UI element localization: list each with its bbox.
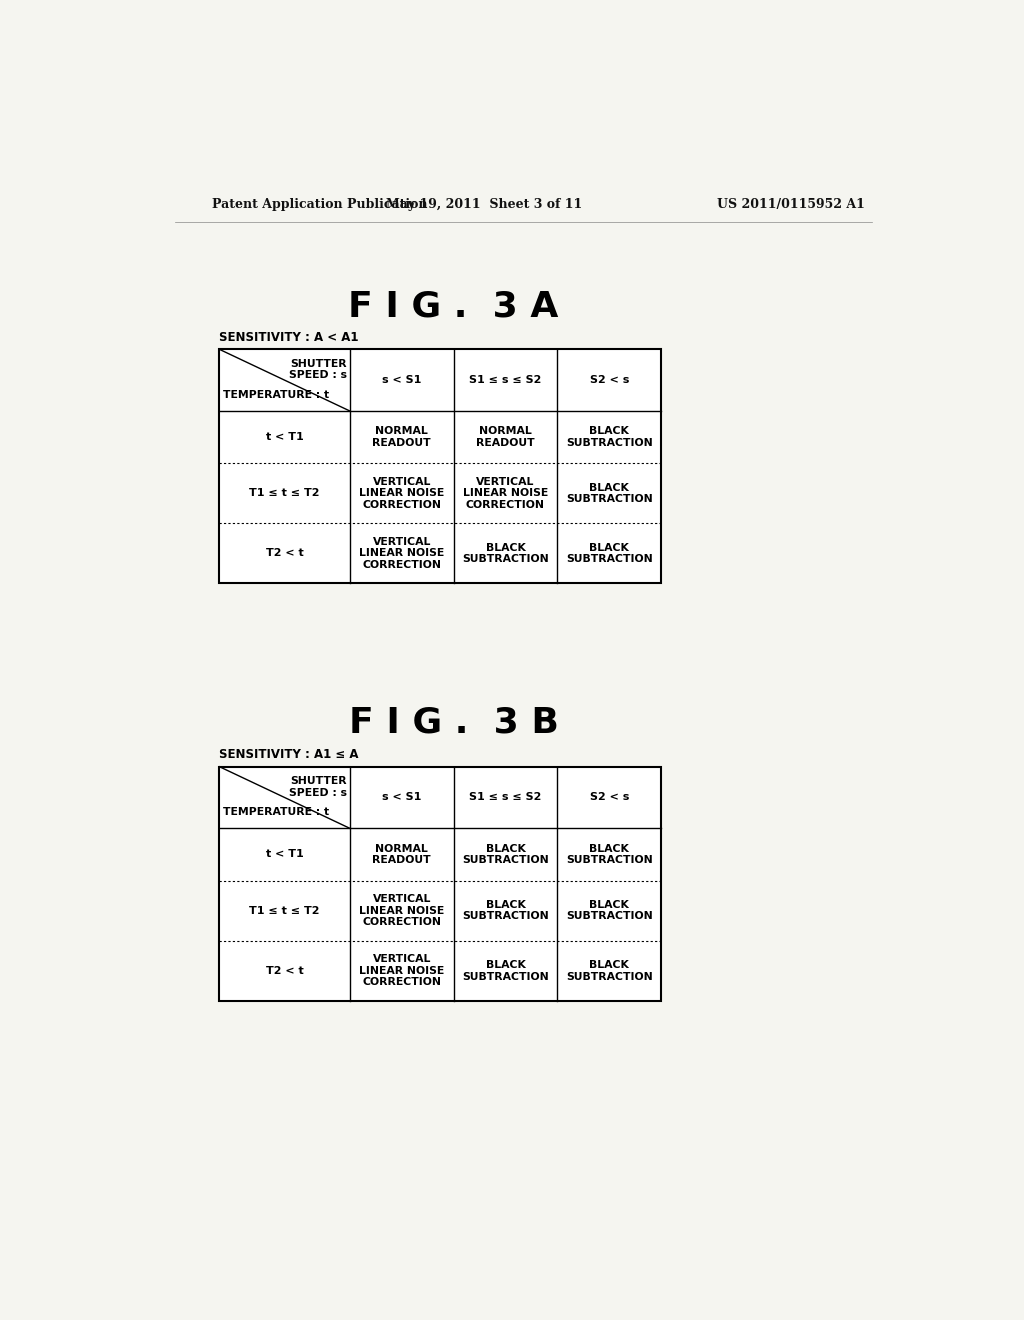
Text: BLACK
SUBTRACTION: BLACK SUBTRACTION — [462, 960, 549, 982]
Text: t < T1: t < T1 — [266, 432, 303, 442]
Text: VERTICAL
LINEAR NOISE
CORRECTION: VERTICAL LINEAR NOISE CORRECTION — [359, 954, 444, 987]
Bar — [219, 767, 662, 1001]
Text: VERTICAL
LINEAR NOISE
CORRECTION: VERTICAL LINEAR NOISE CORRECTION — [359, 477, 444, 510]
Text: BLACK
SUBTRACTION: BLACK SUBTRACTION — [566, 900, 652, 921]
Text: NORMAL
READOUT: NORMAL READOUT — [373, 426, 431, 447]
Text: S1 ≤ s ≤ S2: S1 ≤ s ≤ S2 — [469, 375, 542, 385]
Text: S2 < s: S2 < s — [590, 375, 629, 385]
Text: VERTICAL
LINEAR NOISE
CORRECTION: VERTICAL LINEAR NOISE CORRECTION — [359, 894, 444, 927]
Text: s < S1: s < S1 — [382, 375, 421, 385]
Text: SENSITIVITY : A < A1: SENSITIVITY : A < A1 — [219, 330, 359, 343]
Text: BLACK
SUBTRACTION: BLACK SUBTRACTION — [462, 543, 549, 564]
Text: May 19, 2011  Sheet 3 of 11: May 19, 2011 Sheet 3 of 11 — [386, 198, 583, 211]
Text: BLACK
SUBTRACTION: BLACK SUBTRACTION — [566, 960, 652, 982]
Text: s < S1: s < S1 — [382, 792, 421, 803]
Text: NORMAL
READOUT: NORMAL READOUT — [373, 843, 431, 866]
Text: BLACK
SUBTRACTION: BLACK SUBTRACTION — [566, 483, 652, 504]
Text: S2 < s: S2 < s — [590, 792, 629, 803]
Text: NORMAL
READOUT: NORMAL READOUT — [476, 426, 535, 447]
Text: T2 < t: T2 < t — [266, 966, 303, 975]
Text: SENSITIVITY : A1 ≤ A: SENSITIVITY : A1 ≤ A — [219, 748, 359, 760]
Text: BLACK
SUBTRACTION: BLACK SUBTRACTION — [566, 843, 652, 866]
Text: T1 ≤ t ≤ T2: T1 ≤ t ≤ T2 — [250, 906, 319, 916]
Text: TEMPERATURE : t: TEMPERATURE : t — [222, 389, 329, 400]
Text: BLACK
SUBTRACTION: BLACK SUBTRACTION — [566, 426, 652, 447]
Text: BLACK
SUBTRACTION: BLACK SUBTRACTION — [566, 543, 652, 564]
Text: T1 ≤ t ≤ T2: T1 ≤ t ≤ T2 — [250, 488, 319, 499]
Text: T2 < t: T2 < t — [266, 548, 303, 558]
Text: Patent Application Publication: Patent Application Publication — [212, 198, 427, 211]
Text: BLACK
SUBTRACTION: BLACK SUBTRACTION — [462, 900, 549, 921]
Text: t < T1: t < T1 — [266, 850, 303, 859]
Text: S1 ≤ s ≤ S2: S1 ≤ s ≤ S2 — [469, 792, 542, 803]
Text: SHUTTER
SPEED : s: SHUTTER SPEED : s — [289, 776, 347, 797]
Text: SHUTTER
SPEED : s: SHUTTER SPEED : s — [289, 359, 347, 380]
Text: US 2011/0115952 A1: US 2011/0115952 A1 — [717, 198, 865, 211]
Text: VERTICAL
LINEAR NOISE
CORRECTION: VERTICAL LINEAR NOISE CORRECTION — [359, 537, 444, 570]
Text: BLACK
SUBTRACTION: BLACK SUBTRACTION — [462, 843, 549, 866]
Bar — [219, 350, 662, 583]
Text: TEMPERATURE : t: TEMPERATURE : t — [222, 808, 329, 817]
Text: F I G .  3 A: F I G . 3 A — [348, 289, 559, 323]
Text: VERTICAL
LINEAR NOISE
CORRECTION: VERTICAL LINEAR NOISE CORRECTION — [463, 477, 548, 510]
Text: F I G .  3 B: F I G . 3 B — [348, 705, 558, 739]
